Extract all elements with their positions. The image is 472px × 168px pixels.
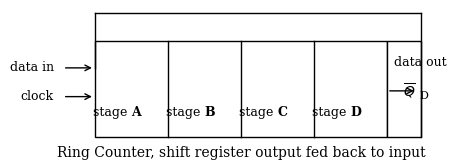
Text: B: B [204, 106, 215, 119]
Text: D: D [419, 91, 428, 101]
Bar [95, 41, 387, 137]
Text: C: C [278, 106, 287, 119]
Text: A: A [131, 106, 141, 119]
Text: $\overline{Q}$: $\overline{Q}$ [403, 81, 416, 100]
Text: data in: data in [9, 61, 54, 74]
Text: data out: data out [394, 56, 447, 69]
Text: stage: stage [166, 106, 204, 119]
Text: clock: clock [21, 90, 54, 103]
Text: D: D [351, 106, 362, 119]
Bar [387, 41, 421, 137]
Text: stage: stage [93, 106, 131, 119]
Text: stage: stage [312, 106, 351, 119]
Text: stage: stage [239, 106, 278, 119]
Text: Ring Counter, shift register output fed back to input: Ring Counter, shift register output fed … [57, 146, 425, 160]
